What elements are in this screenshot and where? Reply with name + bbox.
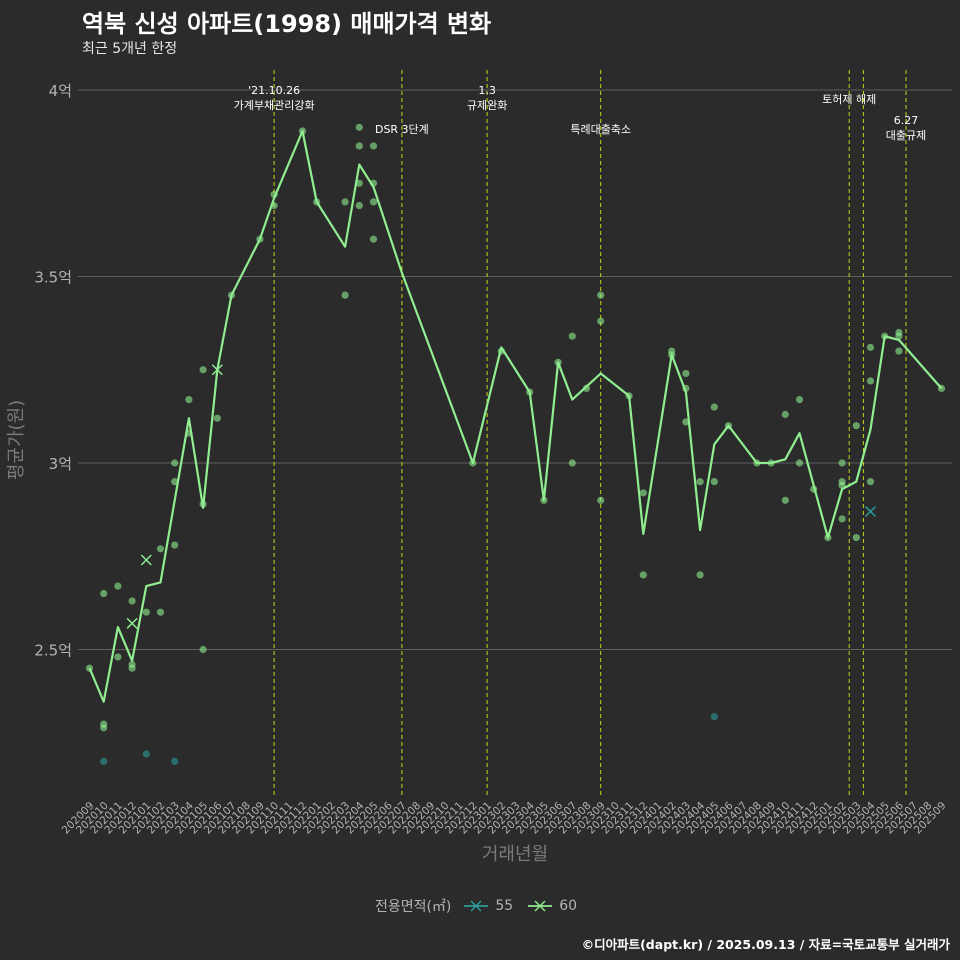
scatter-point-60	[795, 395, 804, 404]
scatter-point-60	[199, 645, 207, 654]
cross-marker-55	[864, 505, 877, 518]
scatter-point-60	[866, 343, 875, 351]
scatter-point-60	[341, 291, 349, 299]
scatter-point-60	[838, 459, 846, 467]
scatter-point-60	[355, 142, 363, 150]
average-price-line	[88, 129, 943, 703]
event-label: 대출규제	[886, 129, 926, 142]
scatter-point-60	[171, 459, 179, 467]
scatter-point-60	[639, 571, 647, 579]
scatter-point-60	[710, 478, 718, 486]
event-label: '21.10.26	[248, 84, 300, 97]
scatter-point-60	[568, 459, 576, 467]
legend-title: 전용면적(㎡)	[374, 899, 452, 915]
scatter-point-60	[696, 478, 704, 486]
scatter-point-60	[568, 332, 576, 340]
scatter-point-60	[142, 608, 150, 616]
scatter-point-60	[114, 582, 122, 590]
chart-subtitle: 최근 5개년 한정	[82, 41, 178, 57]
scatter-point-60	[895, 332, 903, 340]
scatter-point-60	[866, 377, 875, 385]
event-label: 특례대출축소	[570, 123, 631, 136]
scatter-point-60	[156, 545, 165, 553]
event-label: 규제완화	[467, 99, 507, 112]
y-tick-label: 4억	[49, 82, 72, 100]
source-caption: ©디아파트(dapt.kr) / 2025.09.13 / 자료=국토교통부 실…	[581, 937, 950, 952]
scatter-point-60	[866, 478, 875, 486]
scatter-point-60	[185, 395, 193, 404]
legend-key-60-icon	[528, 900, 553, 912]
x-axis-title: 거래년월	[482, 844, 548, 865]
scatter-point-60	[582, 384, 591, 392]
scatter-point-55	[142, 750, 150, 758]
event-label: DSR 3단계	[375, 123, 429, 136]
chart-title: 역북 신성 아파트(1998) 매매가격 변화	[82, 10, 492, 38]
scatter-point-60	[852, 534, 860, 542]
y-axis-title: 평균가(원)	[6, 400, 27, 480]
event-label: 1.3	[478, 84, 496, 97]
event-label: 토허제 해제	[822, 92, 876, 106]
cross-marker-60	[126, 617, 138, 629]
scatter-point-60	[199, 366, 207, 374]
scatter-point-60	[597, 317, 605, 325]
legend-item-55: 55	[463, 898, 513, 914]
scatter-point-60	[128, 660, 136, 669]
scatter-point-60	[781, 410, 789, 419]
scatter-point-60	[597, 291, 605, 299]
legend-key-55-icon	[464, 900, 489, 912]
y-tick-label: 2.5억	[34, 642, 72, 660]
scatter-point-60	[696, 571, 704, 579]
scatter-point-60	[639, 489, 647, 497]
scatter-point-60	[781, 496, 789, 504]
scatter-point-60	[341, 198, 349, 206]
scatter-point-60	[895, 347, 903, 355]
scatter-point-60	[795, 459, 804, 467]
scatter-point-60	[213, 414, 221, 422]
scatter-point-55	[171, 757, 179, 766]
legend-label-60: 60	[559, 898, 578, 914]
scatter-point-60	[369, 142, 378, 150]
scatter-point-60	[114, 653, 122, 661]
y-tick-label: 3.5억	[34, 269, 72, 287]
scatter-point-60	[100, 589, 108, 598]
event-label: 6.27	[894, 114, 919, 127]
scatter-point-60	[852, 422, 860, 430]
scatter-point-60	[355, 202, 363, 210]
scatter-point-60	[369, 198, 378, 206]
scatter-point-60	[369, 235, 378, 243]
legend-label-55: 55	[495, 898, 514, 914]
scatter-point-60	[100, 724, 108, 732]
scatter-point-60	[156, 608, 165, 616]
cross-marker-60	[140, 554, 152, 566]
scatter-point-60	[128, 597, 136, 605]
legend: 전용면적(㎡) 55 60	[0, 896, 960, 916]
y-tick-label: 3억	[49, 455, 72, 473]
scatter-point-60	[597, 496, 605, 504]
event-label: 가계부채관리강화	[234, 99, 315, 112]
legend-item-60: 60	[527, 898, 577, 914]
scatter-point-55	[710, 713, 718, 721]
scatter-point-60	[838, 515, 846, 523]
scatter-point-60	[355, 123, 363, 131]
scatter-point-55	[100, 757, 108, 766]
scatter-point-60	[682, 369, 690, 378]
scatter-point-60	[710, 403, 718, 411]
scatter-point-60	[171, 541, 179, 549]
